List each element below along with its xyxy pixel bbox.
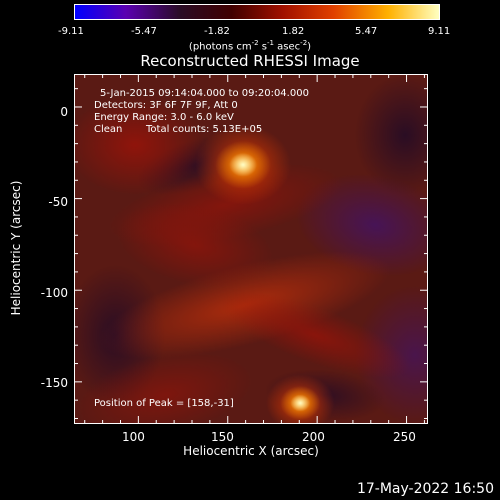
colorbar-units-label: (photons cm-2 s-1 asec-2) bbox=[188, 39, 312, 53]
colorbar-tick-label: -1.82 bbox=[204, 26, 230, 37]
y-tick-label: -100 bbox=[40, 286, 68, 300]
x-tick-label: 250 bbox=[393, 430, 416, 444]
method-annotation: Clean bbox=[94, 124, 123, 135]
y-tick-label: -50 bbox=[48, 195, 68, 209]
peak-position-annotation: Position of Peak = [158,-31] bbox=[94, 398, 234, 409]
y-tick-label: -150 bbox=[40, 376, 68, 390]
x-tick-label: 100 bbox=[122, 430, 145, 444]
colorbar-tick-label: 9.11 bbox=[428, 26, 451, 37]
colorbar-tick-label: -5.47 bbox=[131, 26, 157, 37]
heatmap-image bbox=[75, 75, 427, 423]
plot-timestamp: 17-May-2022 16:50 bbox=[356, 481, 494, 497]
colorbar-tick-label: 1.82 bbox=[282, 26, 305, 37]
x-tick-label: 200 bbox=[302, 430, 325, 444]
x-axis-label: Heliocentric X (arcsec) bbox=[183, 444, 319, 458]
time-range-annotation: 5-Jan-2015 09:14:04.000 to 09:20:04.000 bbox=[100, 88, 309, 99]
x-tick-label: 150 bbox=[211, 430, 234, 444]
chart-title: Reconstructed RHESSI Image bbox=[140, 52, 360, 70]
plot-area bbox=[74, 74, 428, 424]
detectors-annotation: Detectors: 3F 6F 7F 9F, Att 0 bbox=[94, 100, 238, 111]
y-tick-label: 0 bbox=[60, 105, 68, 119]
y-axis-label: Heliocentric Y (arcsec) bbox=[9, 180, 23, 316]
energy-range-annotation: Energy Range: 3.0 - 6.0 keV bbox=[94, 112, 234, 123]
colorbar-tick-label: 5.47 bbox=[355, 26, 378, 37]
colorbar bbox=[74, 4, 440, 20]
total-counts-annotation: Total counts: 5.13E+05 bbox=[146, 124, 263, 135]
colorbar-tick-label: -9.11 bbox=[58, 26, 84, 37]
